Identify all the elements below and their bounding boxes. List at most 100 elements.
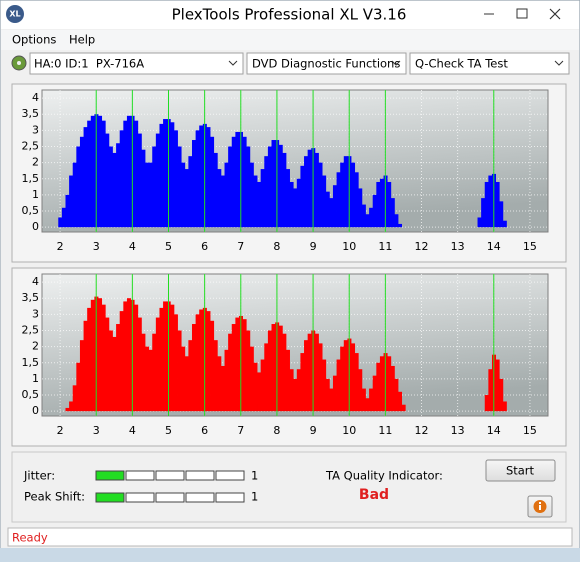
bar [314,333,319,412]
bar [137,317,142,412]
window-title: PlexTools Professional XL V3.16 [172,6,407,24]
bar [246,330,251,412]
bar [206,311,211,412]
menu-item[interactable]: Help [69,33,95,47]
bar [257,181,262,228]
x-tick-label: 6 [201,240,208,253]
status-text: Ready [12,531,48,545]
bar [173,314,178,412]
bar [191,324,197,412]
bar [398,391,403,412]
bar [76,362,81,412]
y-tick-label: 1 [32,372,39,385]
bar [210,320,215,412]
bar [329,198,334,228]
bar [213,340,218,412]
drive-icon-hole [17,61,21,65]
bar [90,299,95,412]
bar [152,146,157,228]
results-group [11,451,567,523]
x-tick-label: 4 [129,424,136,437]
bar [260,359,265,412]
bar [401,404,406,412]
x-tick-label: 9 [310,424,317,437]
bar [343,340,348,412]
bar [390,365,395,412]
bar [318,343,323,412]
start-button-text: Start [506,464,535,478]
x-tick-label: 6 [201,424,208,437]
bar [181,346,186,412]
bar [484,395,489,412]
y-tick-label: 3 [32,307,39,320]
bar [488,369,493,412]
bar [199,309,204,412]
bar [267,330,272,412]
jitter-label: Jitter: [23,469,55,483]
dropdown-arrow [391,60,401,66]
bar [332,375,337,412]
bar [372,194,377,228]
close-button[interactable] [549,8,561,20]
bar [278,325,283,412]
maximize-button[interactable] [516,8,528,19]
bar [220,175,225,228]
drive-dropdown[interactable] [29,52,244,75]
bar [188,156,193,228]
function-dropdown[interactable] [246,52,407,75]
bar [260,169,265,228]
chart: 4 3,5 3 2,5 2 1,5 1 0,5 0 2 3 4 5 6 7 8 9 10 11 12 13 14 15 [22,273,549,437]
meter-box [125,470,155,481]
bar [398,223,403,228]
bar [65,194,70,228]
bar [318,162,323,228]
bar [195,314,200,412]
bar [387,181,392,228]
y-tick-label: 3 [32,123,39,136]
bar [322,359,327,412]
bar [296,369,301,412]
bar [271,140,276,228]
bar [148,162,153,228]
bar [69,175,74,228]
bar [300,353,305,412]
bar [379,356,384,412]
bar [210,136,215,228]
jitter-value: 1 [251,469,258,483]
bar [72,162,77,228]
info-icon-stem [539,505,541,510]
bar [264,156,269,228]
bar [376,181,381,228]
bar [116,143,121,228]
bar [336,172,341,228]
chart: 4 3,5 3 2,5 2 1,5 1 0,5 0 2 3 4 5 6 7 8 9 10 11 12 13 14 15 [22,89,549,253]
meter-box [155,470,185,481]
bar [300,165,305,228]
bar [285,169,290,228]
meter-box [215,492,245,503]
bar [170,304,175,412]
bar [83,320,88,412]
menu-bar [1,30,579,50]
bar [249,162,254,228]
bar [390,198,395,228]
y-tick-label: 1,5 [22,172,40,185]
bar [148,349,153,412]
bar [141,333,146,412]
bar [296,178,301,228]
x-tick-label: 10 [342,240,356,253]
start-button[interactable] [485,459,556,482]
x-tick-label: 13 [451,240,465,253]
jitter-meter [95,470,245,481]
bar [87,307,92,412]
y-tick-label: 1 [32,188,39,201]
bar [145,346,150,412]
bar [228,146,233,228]
test-dropdown[interactable] [409,52,570,75]
x-tick-label: 10 [342,424,356,437]
menu-item[interactable]: Options [12,33,56,47]
y-tick-label: 3,5 [22,291,40,304]
bar [69,401,74,412]
bar [387,356,392,412]
bar [358,369,363,412]
